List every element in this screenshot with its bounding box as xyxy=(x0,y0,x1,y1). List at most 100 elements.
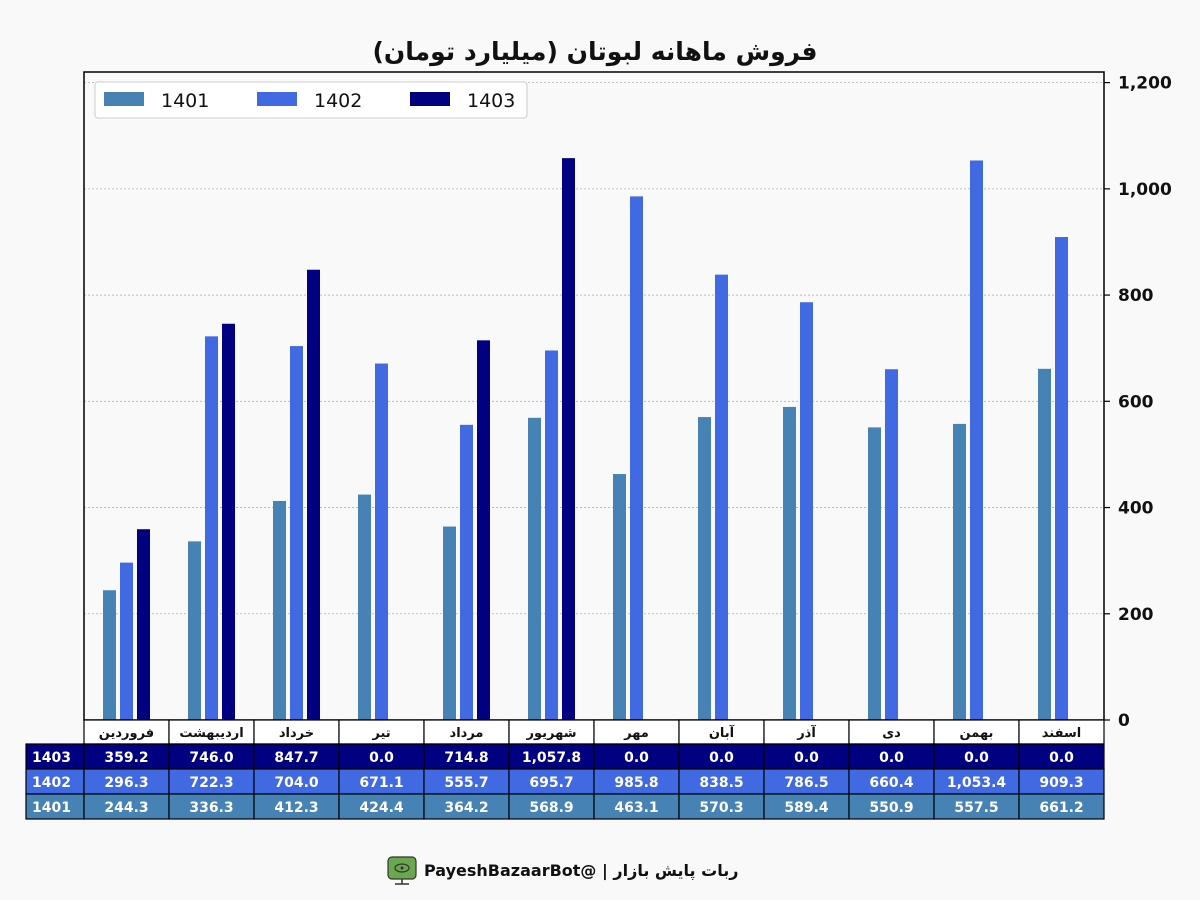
table-cell-value: 0.0 xyxy=(624,750,649,766)
bar-1402 xyxy=(375,363,388,720)
bar-1403 xyxy=(562,158,575,721)
table-cell-value: 722.3 xyxy=(189,775,233,791)
table-row-label-cell xyxy=(25,743,85,770)
table-cell-value: 746.0 xyxy=(189,750,234,766)
table-cell xyxy=(423,793,510,820)
bar-1401 xyxy=(613,474,626,720)
table-cell xyxy=(253,793,340,820)
bar-1401 xyxy=(273,501,286,720)
bar-1402 xyxy=(1055,237,1068,721)
table-header-cell xyxy=(593,719,680,745)
category-label: خرداد xyxy=(279,726,314,741)
category-label: آبان xyxy=(709,724,735,741)
bar-1401 xyxy=(698,417,711,720)
y-tick-label: 1,000 xyxy=(1118,180,1172,200)
table-cell xyxy=(338,793,425,820)
robot-icon xyxy=(387,856,417,885)
bar-1402 xyxy=(970,160,983,720)
footer-text: ربات پایش بازار | @PayeshBazaarBot xyxy=(424,861,738,881)
bar-1401 xyxy=(1038,368,1051,720)
legend-label: 1402 xyxy=(314,90,362,112)
table-cell-value: 671.1 xyxy=(359,775,403,791)
table-cell xyxy=(168,768,255,795)
table-cell xyxy=(933,793,1020,820)
table-cell-value: 364.2 xyxy=(444,800,488,816)
bars xyxy=(103,158,1068,721)
table-cell xyxy=(338,743,425,770)
table-row-label-cell xyxy=(25,768,85,795)
table-cell-value: 1,053.4 xyxy=(947,775,1007,791)
bar-1402 xyxy=(800,302,813,720)
bar-1401 xyxy=(953,423,966,720)
table-cell-value: 336.3 xyxy=(189,800,233,816)
bar-1402 xyxy=(290,346,303,720)
table-cell-value: 463.1 xyxy=(614,800,658,816)
table-row-label: 1403 xyxy=(32,750,71,766)
table-cell xyxy=(423,743,510,770)
bar-1401 xyxy=(528,417,541,720)
table-header-cell xyxy=(253,719,340,745)
legend: 1401 1402 1403 xyxy=(94,81,528,119)
table-cell xyxy=(593,768,680,795)
table-cell-value: 0.0 xyxy=(879,750,904,766)
table-cell-value: 695.7 xyxy=(529,775,573,791)
table-cell xyxy=(83,743,170,770)
table-cell-value: 0.0 xyxy=(369,750,394,766)
bar-1401 xyxy=(868,427,881,720)
table-cell-value: 557.5 xyxy=(954,800,998,816)
bar-1403 xyxy=(222,323,235,720)
bar-1402 xyxy=(460,424,473,720)
table-cell-value: 660.4 xyxy=(869,775,914,791)
table-cell xyxy=(253,743,340,770)
y-tick-label: 0 xyxy=(1118,711,1130,731)
category-label: فروردین xyxy=(99,726,154,741)
data-table: فروردین اردیبهشت خرداد تیر مرداد شهریور مهر آبا… xyxy=(25,719,1105,820)
bar-1403 xyxy=(307,269,320,720)
table-row-label: 1401 xyxy=(32,800,71,816)
table-cell-value: 0.0 xyxy=(1049,750,1074,766)
legend-swatch xyxy=(257,92,297,106)
table-cell xyxy=(678,768,765,795)
table-cell xyxy=(508,793,595,820)
table-cell xyxy=(763,793,850,820)
bar-1402 xyxy=(120,562,133,720)
bar-1401 xyxy=(358,494,371,720)
bar-1402 xyxy=(205,336,218,720)
legend-label: 1403 xyxy=(467,90,515,112)
category-label: بهمن xyxy=(960,726,994,741)
table-cell xyxy=(593,793,680,820)
y-axis: 0 200 400 600 800 1,000 1,200 xyxy=(1104,74,1172,731)
table-cell-value: 0.0 xyxy=(794,750,819,766)
bar-1401 xyxy=(443,526,456,720)
table-row-label-cell xyxy=(25,793,85,820)
y-tick-label: 400 xyxy=(1118,499,1154,519)
table-cell-value: 714.8 xyxy=(444,750,488,766)
table-cell xyxy=(678,793,765,820)
bar-1401 xyxy=(103,590,116,720)
legend-swatch xyxy=(104,92,144,106)
category-label: آذر xyxy=(796,724,816,741)
table-cell-value: 0.0 xyxy=(964,750,989,766)
table-cell-value: 296.3 xyxy=(104,775,148,791)
bar-1403 xyxy=(477,340,490,720)
table-cell-value: 359.2 xyxy=(104,750,148,766)
table-row-label: 1402 xyxy=(32,775,71,791)
table-cell xyxy=(933,743,1020,770)
category-label: اسفند xyxy=(1042,726,1081,741)
table-cell-value: 661.2 xyxy=(1039,800,1083,816)
table-cell-value: 847.7 xyxy=(274,750,318,766)
table-cell-value: 412.3 xyxy=(274,800,318,816)
table-cell-value: 909.3 xyxy=(1039,775,1083,791)
footer: ربات پایش بازار | @PayeshBazaarBot xyxy=(387,856,738,885)
category-label: تیر xyxy=(371,726,390,741)
table-cell-value: 568.9 xyxy=(529,800,573,816)
table-cell-value: 244.3 xyxy=(104,800,148,816)
grid xyxy=(84,82,1104,615)
bar-1401 xyxy=(783,406,796,720)
legend-label: 1401 xyxy=(161,90,209,112)
y-tick-label: 200 xyxy=(1118,605,1154,625)
table-cell-value: 589.4 xyxy=(784,800,829,816)
legend-box xyxy=(94,81,528,119)
y-tick-label: 800 xyxy=(1118,286,1154,306)
